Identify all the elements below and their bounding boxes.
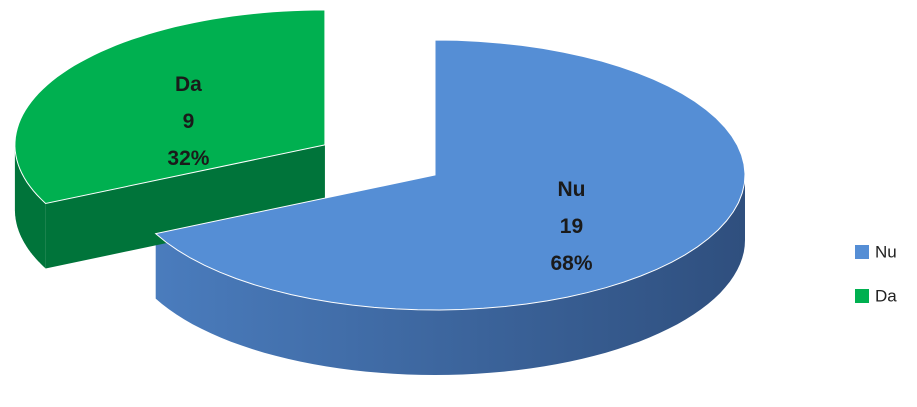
data-label-name: Nu [557,178,585,201]
legend-swatch [855,245,869,259]
legend-swatch [855,289,869,303]
slice-cut-face [45,144,325,269]
data-label-name: Da [175,73,202,96]
slice-top [154,39,746,311]
legend: Nu Da [855,242,897,305]
slice-top [14,9,326,205]
legend-label: Da [875,286,897,305]
pie: Nu 19 68% Da 9 32% [14,9,746,375]
data-label-percent: 32% [167,147,209,170]
data-label-value: 19 [560,215,583,238]
data-label-percent: 68% [550,252,592,275]
legend-label: Nu [875,242,897,261]
slice-side [14,144,46,269]
data-label-value: 9 [183,110,195,133]
slice-side [155,175,745,375]
